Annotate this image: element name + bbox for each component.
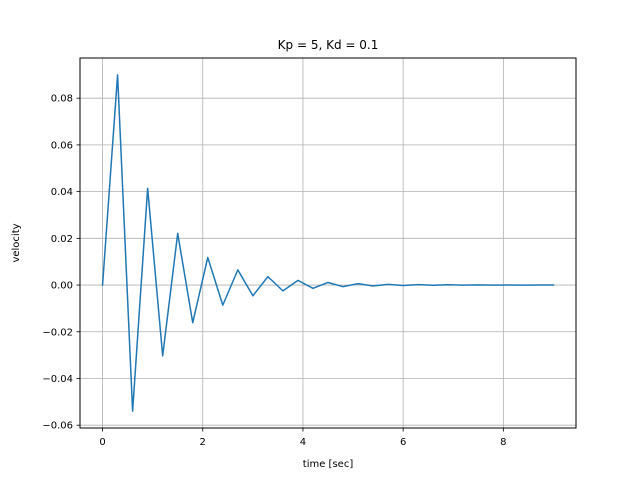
y-tick-label: 0.08 <box>51 94 73 105</box>
x-tick-label: 4 <box>300 437 306 448</box>
series-layer <box>101 74 555 412</box>
y-tick-label: 0.04 <box>51 187 73 198</box>
velocity-line <box>101 74 555 412</box>
y-tick-label: −0.06 <box>42 421 73 432</box>
plot-frame <box>79 57 577 429</box>
y-tick-label: −0.02 <box>42 327 73 338</box>
y-tick-label: 0.02 <box>51 234 73 245</box>
chart-title: Kp = 5, Kd = 0.1 <box>278 38 379 52</box>
x-tick-label: 8 <box>500 437 506 448</box>
x-tick-label: 6 <box>400 437 406 448</box>
y-tick-label: 0.06 <box>51 140 73 151</box>
grid <box>80 58 576 428</box>
y-tick-label: 0.00 <box>51 281 73 292</box>
y-tick-label: −0.04 <box>42 374 73 385</box>
y-axis-label: velocity <box>11 223 22 262</box>
x-axis-label: time [sec] <box>303 459 354 470</box>
x-tick-label: 0 <box>99 437 105 448</box>
x-tick-label: 2 <box>200 437 206 448</box>
tick-layer: 0 2 4 6 8 −0.06 −0.04 −0.02 0.00 0.02 0.04 0.06 0.08 <box>42 94 506 448</box>
